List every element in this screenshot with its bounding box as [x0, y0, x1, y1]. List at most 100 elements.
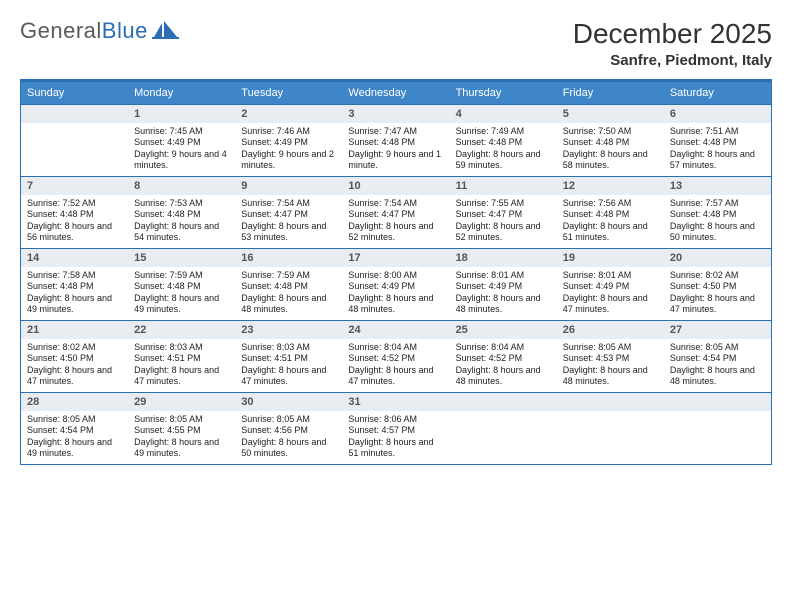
week-stack: 21222324252627Sunrise: 8:02 AMSunset: 4:… [21, 321, 771, 392]
day-number [557, 393, 664, 411]
day-content: Sunrise: 8:05 AMSunset: 4:53 PMDaylight:… [557, 339, 664, 392]
sunrise-text: Sunrise: 7:55 AM [456, 198, 551, 209]
location-label: Sanfre, Piedmont, Italy [573, 52, 772, 69]
day-number: 15 [128, 249, 235, 267]
sunrise-text: Sunrise: 8:03 AM [134, 342, 229, 353]
sunrise-text: Sunrise: 7:54 AM [241, 198, 336, 209]
sunset-text: Sunset: 4:47 PM [241, 209, 336, 220]
day-content [664, 411, 771, 464]
sunset-text: Sunset: 4:48 PM [134, 209, 229, 220]
dow-thursday: Thursday [450, 82, 557, 104]
week-stack: 14151617181920Sunrise: 7:58 AMSunset: 4:… [21, 249, 771, 320]
day-number: 19 [557, 249, 664, 267]
dow-sunday: Sunday [21, 82, 128, 104]
day-number: 21 [21, 321, 128, 339]
sunrise-text: Sunrise: 8:04 AM [348, 342, 443, 353]
logo-word-2: Blue [102, 18, 148, 43]
day-number: 11 [450, 177, 557, 195]
day-number [450, 393, 557, 411]
day-content: Sunrise: 7:59 AMSunset: 4:48 PMDaylight:… [235, 267, 342, 320]
daylight-text: Daylight: 8 hours and 51 minutes. [563, 221, 658, 244]
sunset-text: Sunset: 4:49 PM [456, 281, 551, 292]
sunset-text: Sunset: 4:53 PM [563, 353, 658, 364]
month-title: December 2025 [573, 18, 772, 50]
day-content-row: Sunrise: 8:02 AMSunset: 4:50 PMDaylight:… [21, 339, 771, 392]
daylight-text: Daylight: 9 hours and 4 minutes. [134, 149, 229, 172]
sunset-text: Sunset: 4:49 PM [241, 137, 336, 148]
day-number: 29 [128, 393, 235, 411]
day-content: Sunrise: 8:03 AMSunset: 4:51 PMDaylight:… [128, 339, 235, 392]
daylight-text: Daylight: 8 hours and 52 minutes. [456, 221, 551, 244]
day-number: 2 [235, 105, 342, 123]
day-number: 5 [557, 105, 664, 123]
sunset-text: Sunset: 4:48 PM [27, 209, 122, 220]
daylight-text: Daylight: 8 hours and 58 minutes. [563, 149, 658, 172]
day-number: 22 [128, 321, 235, 339]
sunset-text: Sunset: 4:48 PM [670, 137, 765, 148]
dow-monday: Monday [128, 82, 235, 104]
week-stack: 123456Sunrise: 7:45 AMSunset: 4:49 PMDay… [21, 105, 771, 176]
day-number: 9 [235, 177, 342, 195]
dow-saturday: Saturday [664, 82, 771, 104]
day-content: Sunrise: 7:56 AMSunset: 4:48 PMDaylight:… [557, 195, 664, 248]
day-number: 25 [450, 321, 557, 339]
sunset-text: Sunset: 4:47 PM [348, 209, 443, 220]
day-content: Sunrise: 8:00 AMSunset: 4:49 PMDaylight:… [342, 267, 449, 320]
week-row: 28293031Sunrise: 8:05 AMSunset: 4:54 PMD… [21, 392, 771, 464]
day-number-row: 28293031 [21, 393, 771, 411]
sunset-text: Sunset: 4:48 PM [27, 281, 122, 292]
day-number: 13 [664, 177, 771, 195]
day-content [557, 411, 664, 464]
day-number: 16 [235, 249, 342, 267]
day-content: Sunrise: 7:45 AMSunset: 4:49 PMDaylight:… [128, 123, 235, 176]
sunrise-text: Sunrise: 8:02 AM [27, 342, 122, 353]
day-content: Sunrise: 7:59 AMSunset: 4:48 PMDaylight:… [128, 267, 235, 320]
day-content-row: Sunrise: 7:52 AMSunset: 4:48 PMDaylight:… [21, 195, 771, 248]
day-content-row: Sunrise: 7:45 AMSunset: 4:49 PMDaylight:… [21, 123, 771, 176]
day-number: 30 [235, 393, 342, 411]
calendar-grid: Sunday Monday Tuesday Wednesday Thursday… [20, 82, 772, 465]
day-number: 23 [235, 321, 342, 339]
daylight-text: Daylight: 8 hours and 51 minutes. [348, 437, 443, 460]
dow-tuesday: Tuesday [235, 82, 342, 104]
daylight-text: Daylight: 8 hours and 48 minutes. [670, 365, 765, 388]
sunrise-text: Sunrise: 8:02 AM [670, 270, 765, 281]
calendar-page: GeneralBlue December 2025 Sanfre, Piedmo… [0, 0, 792, 475]
sunset-text: Sunset: 4:49 PM [134, 137, 229, 148]
sunset-text: Sunset: 4:54 PM [27, 425, 122, 436]
sunset-text: Sunset: 4:50 PM [27, 353, 122, 364]
daylight-text: Daylight: 8 hours and 48 minutes. [241, 293, 336, 316]
sunrise-text: Sunrise: 7:47 AM [348, 126, 443, 137]
week-stack: 78910111213Sunrise: 7:52 AMSunset: 4:48 … [21, 177, 771, 248]
day-number: 31 [342, 393, 449, 411]
sunrise-text: Sunrise: 7:52 AM [27, 198, 122, 209]
sunset-text: Sunset: 4:56 PM [241, 425, 336, 436]
daylight-text: Daylight: 8 hours and 50 minutes. [241, 437, 336, 460]
week-row: 78910111213Sunrise: 7:52 AMSunset: 4:48 … [21, 176, 771, 248]
logo-word-1: General [20, 18, 102, 43]
day-number: 12 [557, 177, 664, 195]
sunrise-text: Sunrise: 7:49 AM [456, 126, 551, 137]
sunset-text: Sunset: 4:48 PM [670, 209, 765, 220]
day-number: 1 [128, 105, 235, 123]
day-number: 26 [557, 321, 664, 339]
sunrise-text: Sunrise: 8:04 AM [456, 342, 551, 353]
weeks-container: 123456Sunrise: 7:45 AMSunset: 4:49 PMDay… [21, 104, 771, 464]
sunrise-text: Sunrise: 7:53 AM [134, 198, 229, 209]
daylight-text: Daylight: 8 hours and 47 minutes. [27, 365, 122, 388]
day-content: Sunrise: 8:05 AMSunset: 4:54 PMDaylight:… [664, 339, 771, 392]
daylight-text: Daylight: 8 hours and 49 minutes. [134, 437, 229, 460]
day-number: 24 [342, 321, 449, 339]
daylight-text: Daylight: 8 hours and 54 minutes. [134, 221, 229, 244]
sunrise-text: Sunrise: 7:58 AM [27, 270, 122, 281]
sunset-text: Sunset: 4:55 PM [134, 425, 229, 436]
logo-text: GeneralBlue [20, 18, 148, 44]
sunset-text: Sunset: 4:54 PM [670, 353, 765, 364]
day-number-row: 21222324252627 [21, 321, 771, 339]
day-content: Sunrise: 7:53 AMSunset: 4:48 PMDaylight:… [128, 195, 235, 248]
week-row: 123456Sunrise: 7:45 AMSunset: 4:49 PMDay… [21, 104, 771, 176]
logo: GeneralBlue [20, 18, 182, 44]
sunset-text: Sunset: 4:48 PM [241, 281, 336, 292]
day-number: 4 [450, 105, 557, 123]
day-number: 20 [664, 249, 771, 267]
